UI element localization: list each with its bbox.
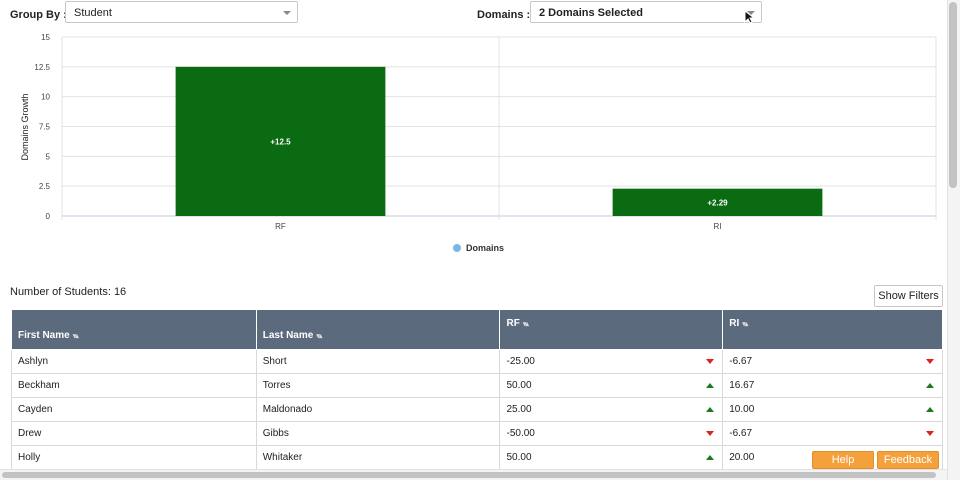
y-tick-label: 2.5 — [39, 182, 51, 191]
cell-rf: 25.00 — [499, 397, 724, 422]
domains-label: Domains : — [477, 9, 531, 21]
sort-icon[interactable]: ▾▴ — [316, 333, 322, 340]
cell-ri: -6.67 — [722, 421, 943, 446]
cell-rf: 50.00 — [499, 373, 724, 398]
trend-down-icon — [926, 359, 934, 364]
trend-down-icon — [926, 431, 934, 436]
mouse-cursor-icon — [744, 10, 756, 24]
trend-up-icon — [706, 407, 715, 412]
sort-icon[interactable]: ▾▴ — [742, 321, 748, 328]
col-header-rf[interactable]: RF ▾▴ — [499, 309, 724, 350]
vertical-scrollbar-thumb[interactable] — [949, 2, 957, 188]
table-header-row: First Name ▾▴ Last Name ▾▴ RF ▾▴ RI ▾▴ — [11, 309, 943, 350]
trend-up-icon — [926, 407, 934, 412]
domains-growth-chart: 0 2.5 5 7.5 10 12.5 15 +12.5 +2.29 RF RI Domains… — [20, 33, 937, 253]
cell-last-name: Whitaker — [255, 445, 501, 470]
cell-first-name: Beckham — [11, 373, 257, 398]
cell-first-name: Drew — [11, 421, 257, 446]
table-row[interactable]: Holly Whitaker 50.00 20.00 — [11, 445, 943, 470]
legend-marker — [453, 244, 461, 252]
col-header-ri[interactable]: RI ▾▴ — [722, 309, 943, 350]
cell-first-name: Ashlyn — [11, 349, 257, 374]
y-tick-label: 0 — [46, 212, 51, 221]
chevron-down-icon — [747, 11, 755, 15]
cell-ri: -6.67 — [722, 349, 943, 374]
sort-icon[interactable]: ▾▴ — [72, 333, 79, 340]
cell-ri: 10.00 — [722, 397, 943, 422]
cell-first-name: Cayden — [11, 397, 257, 422]
cell-rf: 50.00 — [499, 445, 724, 470]
cell-last-name: Gibbs — [255, 421, 501, 446]
table-row[interactable]: Drew Gibbs -50.00 -6.67 — [11, 421, 943, 446]
chart-legend[interactable]: Domains — [453, 243, 504, 253]
y-axis-label: Domains Growth — [20, 93, 30, 160]
group-by-value: Student — [74, 7, 112, 19]
chevron-down-icon — [283, 11, 291, 15]
students-table: First Name ▾▴ Last Name ▾▴ RF ▾▴ RI ▾▴ Ashly… — [11, 309, 943, 470]
group-by-select[interactable]: Student — [65, 1, 298, 23]
y-tick-label: 12.5 — [34, 63, 50, 72]
trend-up-icon — [926, 383, 934, 388]
student-count: Number of Students: 16 — [10, 286, 127, 298]
bar-data-label: +12.5 — [270, 137, 291, 146]
show-filters-button[interactable]: Show Filters — [874, 285, 943, 307]
table-row[interactable]: Ashlyn Short -25.00 -6.67 — [11, 349, 943, 374]
x-tick-label: RI — [714, 222, 722, 231]
table-row[interactable]: Beckham Torres 50.00 16.67 — [11, 373, 943, 398]
trend-down-icon — [706, 359, 715, 364]
col-header-last-name[interactable]: Last Name ▾▴ — [255, 309, 501, 350]
cell-first-name: Holly — [11, 445, 257, 470]
group-by-label: Group By : — [10, 9, 67, 21]
bar-ri[interactable] — [612, 188, 823, 216]
feedback-button[interactable]: Feedback — [877, 451, 939, 469]
help-button[interactable]: Help — [812, 451, 874, 469]
y-tick-label: 5 — [46, 152, 51, 161]
legend-item-domains[interactable]: Domains — [466, 243, 504, 253]
domains-select[interactable]: 2 Domains Selected — [530, 1, 762, 23]
cell-last-name: Torres — [255, 373, 501, 398]
cell-rf: -25.00 — [499, 349, 724, 374]
bar-rf[interactable] — [175, 66, 386, 216]
y-tick-label: 7.5 — [39, 123, 51, 132]
trend-up-icon — [706, 383, 715, 388]
bar-data-label: +2.29 — [707, 198, 728, 207]
cell-last-name: Short — [255, 349, 501, 374]
cell-ri: 16.67 — [722, 373, 943, 398]
sort-icon[interactable]: ▾▴ — [522, 321, 529, 328]
cell-last-name: Maldonado — [255, 397, 501, 422]
cell-rf: -50.00 — [499, 421, 724, 446]
domains-value: 2 Domains Selected — [539, 7, 643, 19]
y-tick-label: 15 — [41, 33, 50, 42]
x-tick-label: RF — [275, 222, 286, 231]
table-row[interactable]: Cayden Maldonado 25.00 10.00 — [11, 397, 943, 422]
trend-up-icon — [706, 455, 715, 460]
y-tick-label: 10 — [41, 93, 50, 102]
col-header-first-name[interactable]: First Name ▾▴ — [11, 309, 257, 350]
horizontal-scrollbar-thumb[interactable] — [2, 472, 936, 478]
trend-down-icon — [706, 431, 715, 436]
